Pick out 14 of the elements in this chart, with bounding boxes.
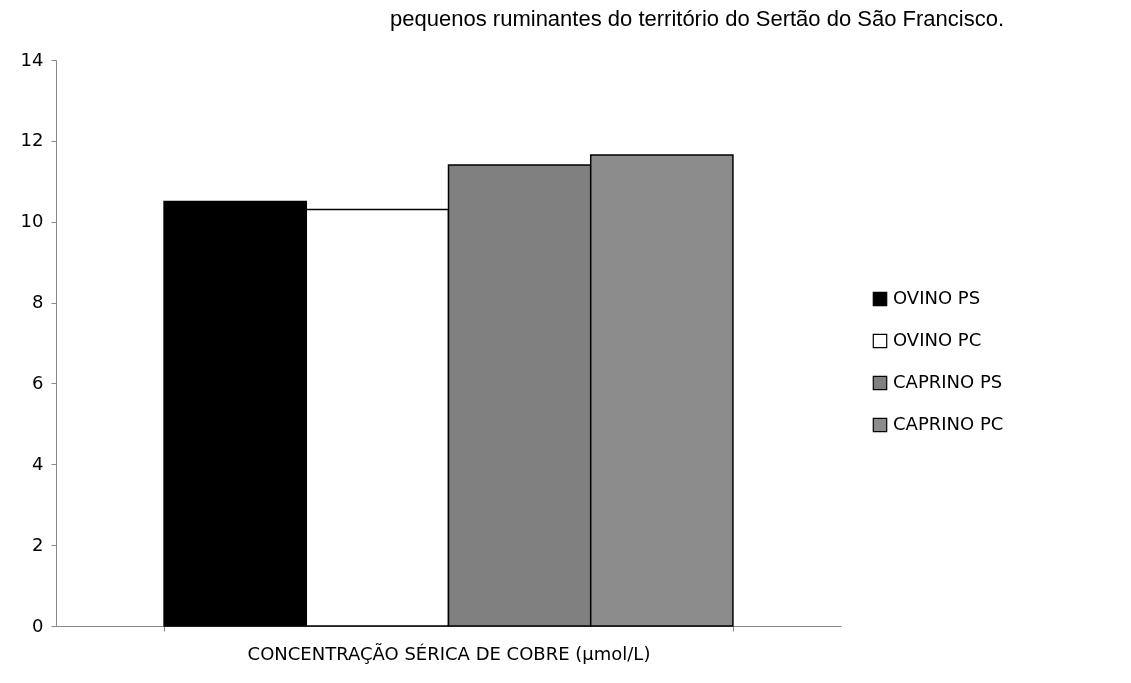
y-tick-label: 10 [20,210,44,232]
legend-label: OVINO PC [893,329,982,350]
legend-label: OVINO PS [893,287,981,308]
y-tick-label: 6 [32,371,44,393]
chart-title: pequenos ruminantes do território do Sertão do São Francisco. [390,6,1004,31]
y-tick-label: 0 [32,614,44,636]
y-tick-label: 12 [20,129,44,151]
y-tick-label: 14 [20,48,44,70]
x-tick-label: CONCENTRAÇÃO SÉRICA DE COBRE (µmol/L) [247,642,651,664]
y-tick-label: 8 [32,291,44,313]
y-tick-label: 4 [32,452,44,474]
legend-label: CAPRINO PC [893,413,1004,434]
y-tick-label: 2 [32,533,44,555]
legend-label: CAPRINO PS [893,371,1003,392]
